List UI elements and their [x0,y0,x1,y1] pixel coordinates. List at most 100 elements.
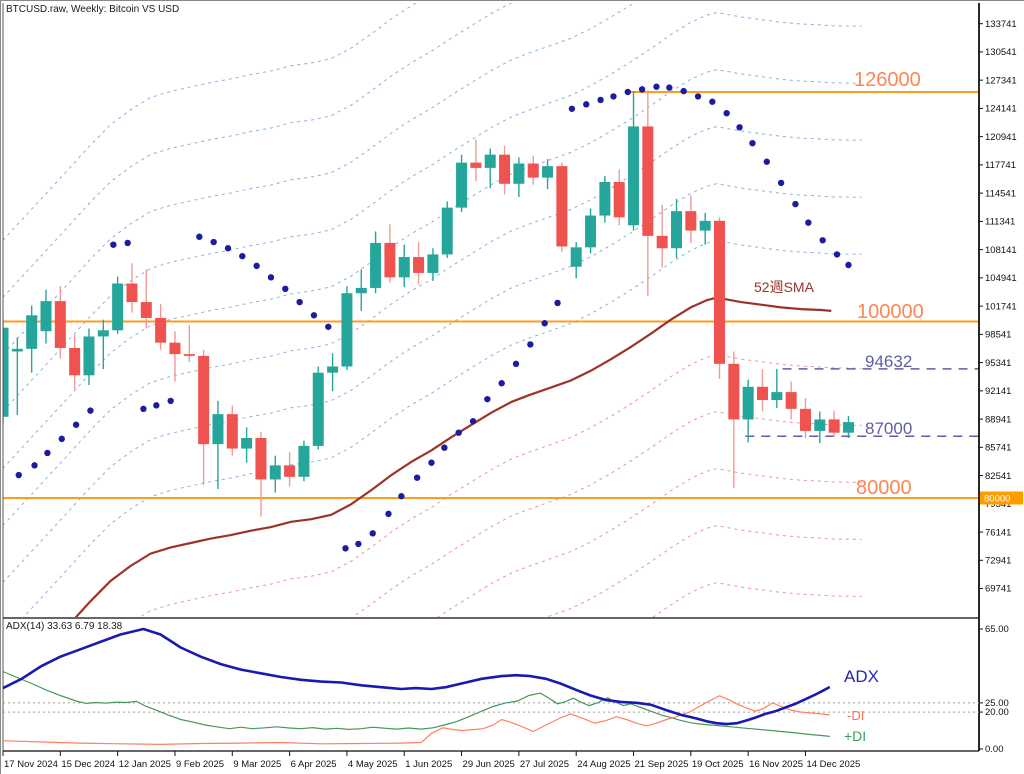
price-axis-label: 120941 [985,132,1017,143]
date-axis-label: 27 Jul 2025 [520,759,569,770]
sar-dot [385,510,392,518]
price-axis-label: 85741 [985,443,1011,454]
candle-body [499,154,511,184]
envelope-band-above [3,3,513,299]
candle-body [599,182,611,216]
price-axis-label: 133741 [985,19,1017,30]
candle-body [355,287,367,294]
sar-dot [44,449,51,457]
candle-body [427,254,439,273]
sar-dot [819,237,826,244]
candle-body [456,162,468,208]
sar-dot [15,471,22,479]
main-chart-area[interactable] [1,1,979,774]
date-axis-label: 15 Dec 2024 [61,759,115,770]
candle-body [169,342,181,355]
sar-dot [833,251,841,258]
candle-body [799,408,811,431]
candle-body [413,257,425,273]
sar-dot [196,233,203,240]
envelope-band-above [22,240,862,617]
sar-dot [777,179,785,187]
sar-dot [845,261,852,269]
candle-body [728,363,740,420]
candle-body [842,422,854,433]
price-axis-label: 88941 [985,414,1011,425]
price-axis: 133741 130541 127341 124141 120941 117741 1145… [979,19,1017,595]
candle-body [54,301,66,348]
sar-dot [153,402,160,409]
date-axis-label: 6 Apr 2025 [291,759,337,770]
sar-dot [512,360,520,368]
candle-body [714,220,725,364]
candle-body [269,465,281,480]
candle-body [26,315,38,349]
sar-dot [597,96,604,104]
candle-body [370,242,382,288]
sar-dot [709,98,716,105]
candle-body [742,386,754,420]
sar-dot [124,239,131,247]
price-tag-80000-text: 80000 [984,494,1010,505]
plus-di-line [3,670,830,737]
candle-body [585,215,597,248]
price-axis-label: 117741 [985,160,1016,171]
candle-body [814,419,826,431]
sar-dot [554,299,561,307]
sar-dot [484,395,491,403]
candle-body [513,163,525,184]
sar-dot [736,124,743,131]
candle-body [398,257,410,278]
envelope-band-above [3,3,418,241]
candle-body [241,437,253,449]
date-axis-label: 21 Sep 2025 [635,759,689,770]
envelope-band-below [352,411,862,617]
price-axis-label: 114541 [985,188,1016,199]
candle-body [671,211,683,249]
sar-dot [167,397,174,405]
sar-dot [369,530,376,537]
candle-body [484,154,496,168]
date-axis-label: 9 Feb 2025 [176,759,224,770]
price-axis-label: 124141 [985,104,1017,115]
envelope-band-above [3,126,862,527]
adx-line [3,627,831,726]
sar-dot [763,158,770,165]
price-axis-label: 72941 [985,556,1011,567]
date-axis-label: 12 Jan 2025 [119,759,171,770]
candle-body [384,242,396,278]
sar-dot [140,405,147,413]
candle-body [155,317,167,343]
price-axis-label: 104941 [985,273,1017,284]
candle-body [83,336,95,376]
candle-body [642,126,654,236]
sar-dot [355,540,362,548]
adx-panel[interactable] [3,627,979,746]
candle-body [312,372,324,446]
candle-body [613,182,625,218]
price-axis-label: 111341 [985,217,1015,228]
sar-dot [110,241,117,248]
sar-dot [413,474,421,481]
date-axis-label: 24 Aug 2025 [577,759,630,770]
candle-body [140,302,152,318]
date-axis: 17 Nov 2024 15 Dec 2024 12 Jan 2025 9 Feb 2… [2,751,860,770]
envelope-band-above [3,3,635,356]
candle-body [298,445,310,477]
sar-dot [583,101,590,108]
sar-dot [749,139,756,147]
sar-dot [455,429,462,436]
minus-di-line [3,695,830,746]
sar-dot [694,93,702,100]
sar-dot [610,93,617,100]
price-axis-label: 101741 [985,301,1017,312]
price-axis-label: 82541 [985,471,1011,482]
date-axis-label: 9 Mar 2025 [233,759,281,770]
sar-dot [541,320,548,327]
sar-dot [239,252,246,260]
sar-dot [224,245,232,252]
price-axis-label: 76141 [985,527,1011,538]
sar-dot [680,87,687,95]
envelope-band-below [652,582,862,617]
